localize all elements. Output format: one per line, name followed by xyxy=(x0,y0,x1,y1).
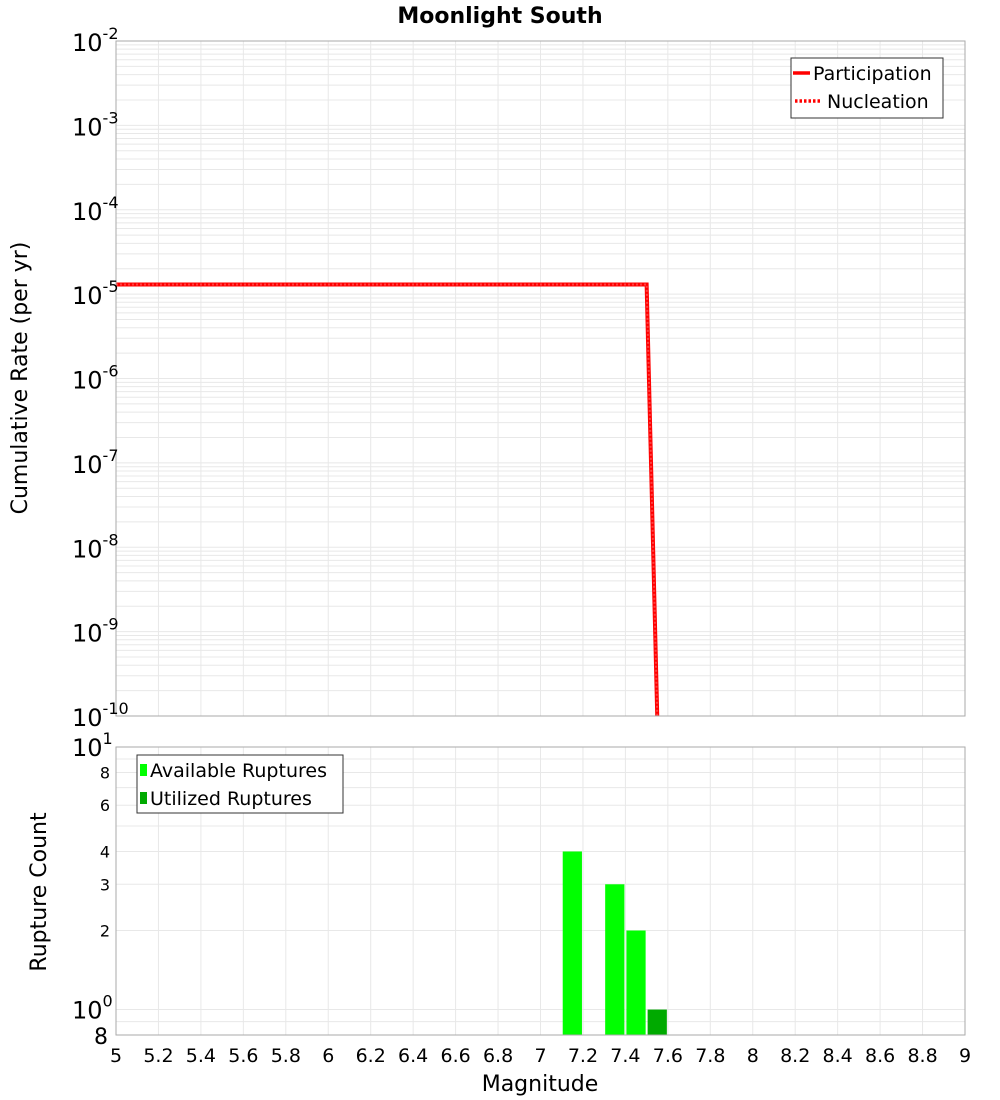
y-tick-label: 6 xyxy=(100,796,110,815)
rate-y-axis-ticks: 10-2 10-3 10-4 10-5 10-6 10-7 10-8 10-9 10-10 xyxy=(72,24,129,732)
rate-y-axis-label: Cumulative Rate (per yr) xyxy=(8,242,33,515)
y-tick-label: 10-9 xyxy=(72,615,119,648)
y-tick-label: 3 xyxy=(100,875,110,894)
x-tick-label: 6.2 xyxy=(356,1045,386,1067)
x-tick-label: 6.4 xyxy=(398,1045,428,1067)
y-tick-label: 10-8 xyxy=(72,530,119,563)
x-tick-label: 7.2 xyxy=(568,1045,598,1067)
x-tick-label: 7.8 xyxy=(695,1045,725,1067)
magnitude-x-axis-ticks: 5 5.2 5.4 5.6 5.8 6 6.2 6.4 6.6 6.8 7 7.2 7.4 7.6 7.8 8… xyxy=(110,1045,971,1067)
nucleation-line xyxy=(116,283,659,717)
utilized-ruptures-bar xyxy=(647,1009,667,1035)
x-tick-label: 5.2 xyxy=(143,1045,173,1067)
x-tick-label: 8.4 xyxy=(823,1045,853,1067)
available-legend-swatch xyxy=(140,764,147,776)
available-ruptures-bar xyxy=(562,851,582,1035)
rate-plot-lines xyxy=(116,282,660,717)
y-tick-label: 4 xyxy=(100,842,110,861)
nucleation-legend-label: Nucleation xyxy=(827,91,929,113)
participation-legend-label: Participation xyxy=(813,63,932,85)
rupture-legend: Available Ruptures Utilized Ruptures xyxy=(136,754,344,814)
utilized-legend-label: Utilized Ruptures xyxy=(150,788,312,810)
y-tick-label: 2 xyxy=(100,922,110,941)
x-tick-label: 7.4 xyxy=(610,1045,640,1067)
x-axis-label: Magnitude xyxy=(482,1072,599,1097)
x-tick-label: 6.6 xyxy=(440,1045,470,1067)
x-tick-label: 5 xyxy=(110,1045,122,1067)
x-tick-label: 8.6 xyxy=(865,1045,895,1067)
rupture-plot-frame xyxy=(115,746,966,1036)
y-tick-label: 101 xyxy=(72,729,113,762)
x-tick-label: 6 xyxy=(322,1045,334,1067)
y-tick-label: 10-6 xyxy=(72,362,119,395)
rate-legend-box xyxy=(790,57,944,119)
utilized-legend-swatch xyxy=(140,792,147,804)
x-tick-label: 7.6 xyxy=(653,1045,683,1067)
x-tick-label: 5.4 xyxy=(186,1045,216,1067)
rate-legend: Participation Nucleation xyxy=(790,57,944,119)
x-tick-label: 8 xyxy=(747,1045,759,1067)
y-tick-label: 8 xyxy=(100,763,110,782)
y-tick-label: 8 xyxy=(94,1025,108,1050)
y-tick-label: 10-7 xyxy=(72,446,119,479)
rupture-y-axis-label: Rupture Count xyxy=(27,812,52,972)
y-tick-label: 10-10 xyxy=(72,699,129,732)
x-tick-label: 9 xyxy=(959,1045,971,1067)
chart-title: Moonlight South xyxy=(397,4,602,29)
y-tick-label: 10-2 xyxy=(72,24,119,57)
x-tick-label: 6.8 xyxy=(483,1045,513,1067)
rupture-bars xyxy=(562,851,667,1035)
available-ruptures-bar xyxy=(626,930,646,1035)
y-tick-label: 10-5 xyxy=(72,277,119,310)
y-tick-label: 10-3 xyxy=(72,108,119,141)
x-tick-label: 5.8 xyxy=(271,1045,301,1067)
available-ruptures-bar xyxy=(605,884,625,1035)
rupture-legend-box xyxy=(136,754,344,814)
x-tick-label: 8.8 xyxy=(907,1045,937,1067)
y-tick-label: 100 xyxy=(72,992,113,1025)
y-tick-label: 10-4 xyxy=(72,193,119,226)
rate-plot: 10-2 10-3 10-4 10-5 10-6 10-7 10-8 10-9 10-10 Cu… xyxy=(8,24,966,732)
x-tick-label: 8.2 xyxy=(780,1045,810,1067)
rate-plot-grid xyxy=(115,41,966,717)
available-legend-label: Available Ruptures xyxy=(150,760,327,782)
x-tick-label: 5.6 xyxy=(228,1045,258,1067)
rate-plot-frame xyxy=(115,40,966,717)
x-tick-label: 7 xyxy=(534,1045,546,1067)
